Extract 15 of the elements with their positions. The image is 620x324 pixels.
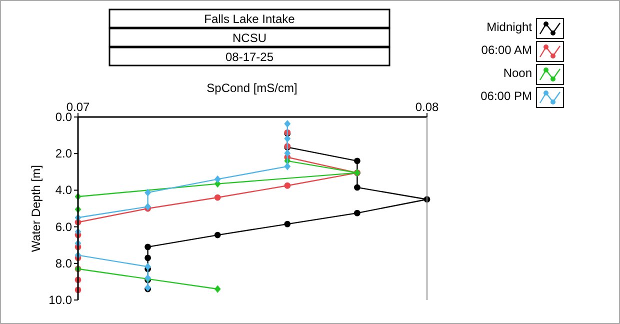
- y-tick-label: 4.0: [55, 183, 72, 198]
- y-axis-title: Water Depth [m]: [29, 165, 43, 252]
- legend-label: 06:00 PM: [480, 89, 532, 103]
- y-tick-label: 8.0: [55, 256, 72, 270]
- x-tick-label: 0.08: [415, 100, 439, 114]
- chart-title: Falls Lake Intake: [204, 12, 296, 26]
- legend-label: Noon: [503, 66, 532, 80]
- y-tick-label: 6.0: [55, 220, 72, 234]
- chart-subtitle: NCSU: [232, 31, 267, 45]
- legend-label: Midnight: [486, 20, 533, 34]
- x-axis-title: SpCond [mS/cm]: [206, 81, 298, 95]
- y-tick-label: 10.0: [48, 293, 72, 307]
- text: 08-17-25: [225, 50, 274, 64]
- y-tick-label: 2.0: [55, 146, 72, 161]
- legend-label: 06:00 AM: [481, 43, 532, 57]
